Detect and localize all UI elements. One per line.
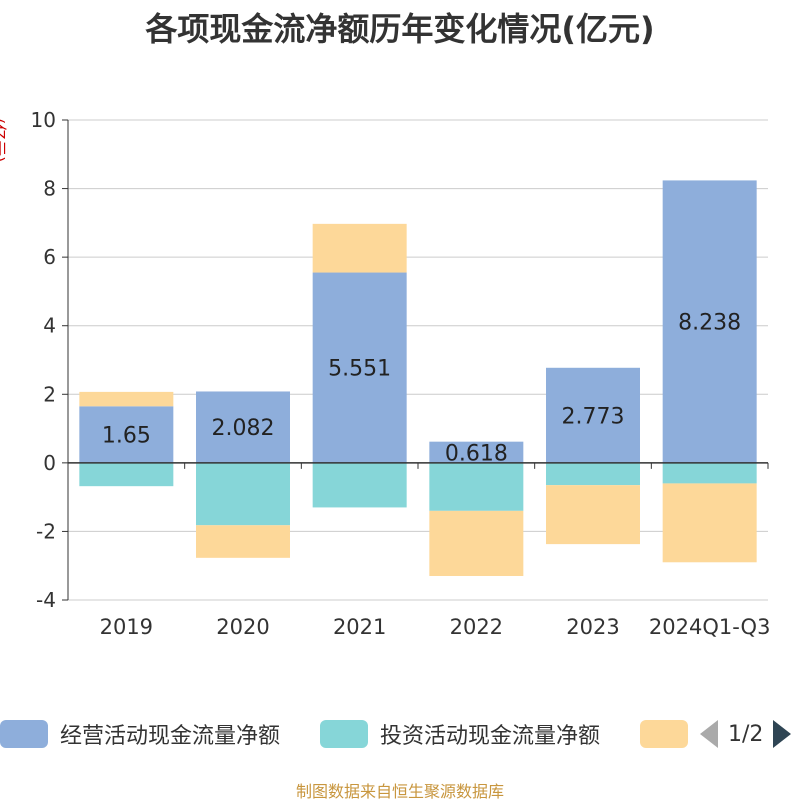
- next-page-icon[interactable]: [773, 720, 792, 748]
- x-tick-label: 2021: [333, 615, 386, 639]
- bar-operating: [662, 180, 757, 463]
- legend-pager: 1/2: [700, 716, 792, 752]
- data-label: 2.082: [212, 416, 275, 441]
- prev-page-icon[interactable]: [700, 720, 718, 748]
- bar-operating: [79, 406, 174, 463]
- bar-operating: [312, 272, 407, 463]
- x-tick-label: 2024Q1-Q3: [649, 615, 771, 639]
- legend-swatch-operating: [0, 720, 48, 748]
- legend-swatch-third-series: [640, 720, 688, 748]
- bar-third-series: [79, 391, 174, 407]
- bar-investing: [196, 462, 290, 526]
- legend-label-operating: 经营活动现金流量净额: [60, 724, 281, 749]
- bar-investing: [79, 462, 174, 487]
- x-tick-label: 2020: [216, 615, 269, 639]
- x-tick-label: 2023: [566, 615, 619, 639]
- bar-investing: [312, 462, 407, 508]
- bar-operating: [546, 367, 640, 463]
- bar-operating: [429, 441, 524, 463]
- y-tick-label: -4: [36, 588, 56, 612]
- bar-third-series: [312, 223, 407, 273]
- y-tick-label: 10: [31, 108, 56, 132]
- legend-swatch-investing: [320, 720, 368, 748]
- legend: 经营活动现金流量净额 投资活动现金流量净额: [0, 716, 800, 752]
- bar-third-series: [662, 483, 757, 563]
- y-tick-label: 4: [43, 314, 56, 338]
- data-label: 2.773: [562, 404, 625, 429]
- y-tick-label: 2: [43, 382, 56, 406]
- bar-investing: [546, 462, 640, 486]
- bar-operating: [196, 391, 290, 463]
- y-tick-label: 8: [43, 177, 56, 201]
- chart-title: 各项现金流净额历年变化情况(亿元): [145, 10, 655, 48]
- data-label: 8.238: [678, 311, 741, 336]
- bar-third-series: [546, 485, 640, 545]
- y-tick-label: -2: [36, 519, 56, 543]
- legend-label-investing: 投资活动现金流量净额: [380, 724, 601, 749]
- legend-item-investing[interactable]: 投资活动现金流量净额: [320, 716, 600, 752]
- bar-investing: [429, 462, 524, 511]
- legend-page-indicator: 1/2: [728, 721, 764, 747]
- legend-item-third-series[interactable]: [640, 716, 688, 752]
- x-tick-label: 2022: [450, 615, 503, 639]
- x-tick-label: 2019: [100, 615, 153, 639]
- y-tick-label: 0: [43, 451, 56, 475]
- bar-investing: [662, 462, 757, 484]
- data-label: 1.65: [102, 424, 151, 449]
- bar-third-series: [429, 510, 524, 576]
- data-label: 0.618: [445, 441, 508, 466]
- data-label: 5.551: [328, 357, 391, 382]
- y-tick-label: 6: [43, 245, 56, 269]
- bar-chart: -4 -2 0 2 4 6 8 10 1.65 2019 2.082 2020 5.551 2021 0.6…: [31, 108, 771, 639]
- legend-item-operating[interactable]: 经营活动现金流量净额: [0, 716, 280, 752]
- data-source-note: 制图数据来自恒生聚源数据库: [295, 782, 504, 801]
- bar-third-series: [196, 525, 290, 558]
